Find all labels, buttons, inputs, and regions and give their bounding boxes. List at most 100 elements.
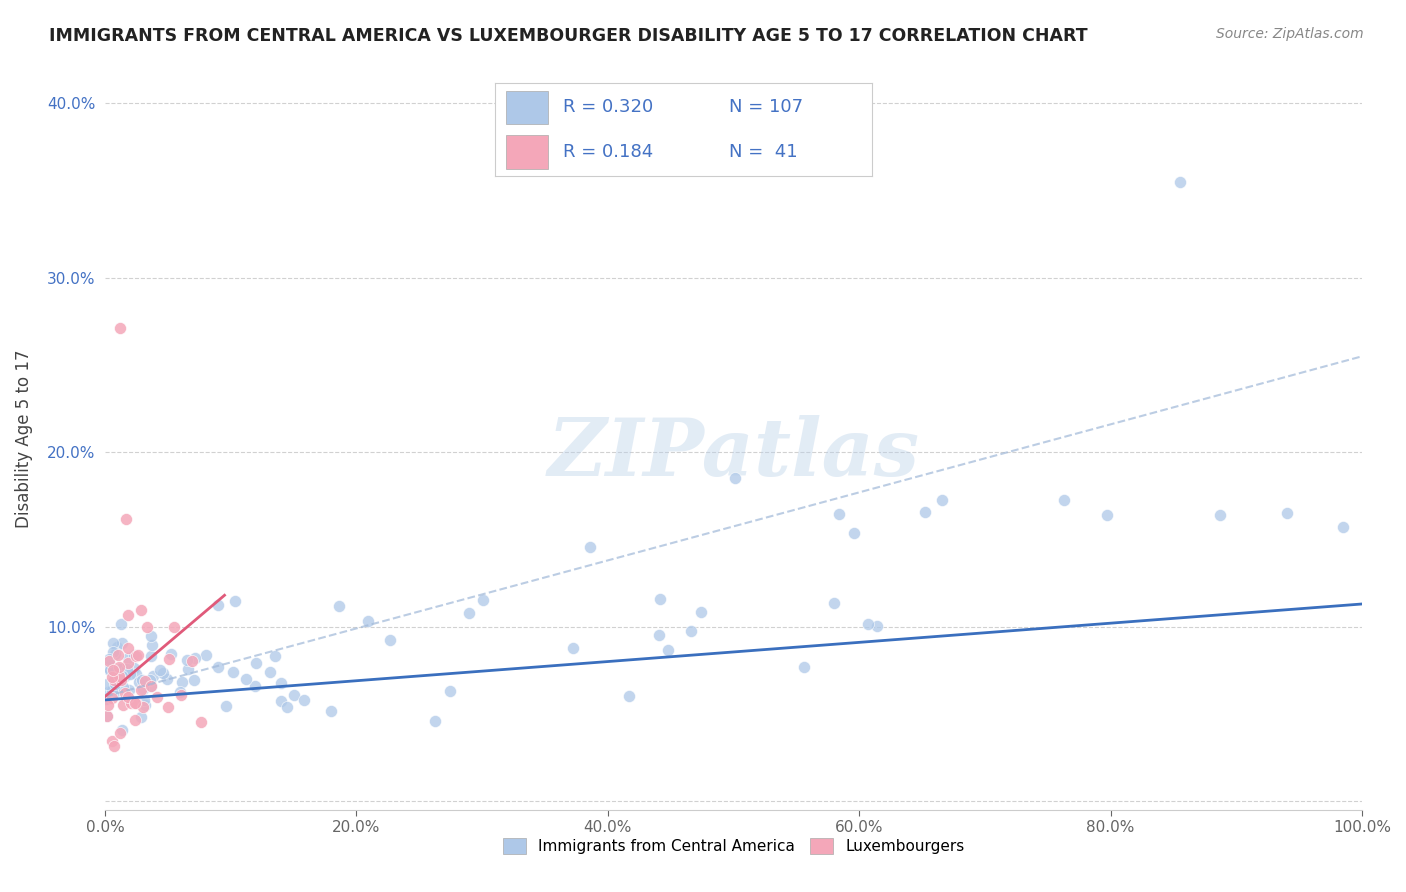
Point (125, 696, 148, 710)
Point (292, 692, 315, 706)
Point (97, 654, 120, 668)
Point (561, 641, 583, 656)
Point (104, 648, 127, 662)
Point (176, 653, 198, 667)
Point (101, 734, 124, 748)
Point (111, 723, 134, 738)
Point (259, 665, 281, 680)
Point (181, 654, 204, 668)
Point (657, 643, 679, 657)
Point (195, 648, 218, 662)
Point (235, 672, 257, 686)
Point (856, 617, 879, 632)
Point (139, 648, 162, 663)
Point (114, 669, 136, 683)
Point (471, 593, 494, 607)
Point (120, 696, 142, 710)
Point (224, 594, 246, 608)
Point (162, 620, 184, 634)
Point (135, 620, 157, 634)
Point (129, 682, 152, 697)
Point (117, 641, 139, 656)
Point (103, 739, 125, 753)
Point (617, 689, 640, 703)
Point (139, 629, 162, 643)
Point (114, 686, 136, 700)
Point (96, 661, 118, 675)
Point (96, 676, 118, 690)
Point (170, 688, 193, 702)
Point (107, 659, 129, 673)
Point (117, 651, 139, 665)
Point (263, 649, 285, 664)
Point (107, 648, 129, 663)
Point (122, 661, 145, 675)
Point (131, 681, 153, 696)
Point (914, 505, 936, 519)
Point (98, 657, 121, 672)
Point (103, 673, 125, 687)
Point (1331, 519, 1354, 533)
Point (157, 652, 180, 666)
Point (101, 636, 124, 650)
Point (328, 599, 350, 614)
Point (124, 713, 146, 727)
Point (828, 507, 851, 521)
Point (100, 670, 122, 684)
Point (647, 628, 669, 642)
Point (270, 675, 292, 690)
Point (724, 471, 747, 485)
Point (124, 696, 146, 710)
Point (222, 665, 245, 679)
Point (842, 525, 865, 540)
Point (125, 666, 148, 681)
Point (245, 656, 267, 670)
Point (134, 698, 156, 712)
Point (97, 685, 120, 699)
Point (1095, 508, 1118, 523)
Point (156, 699, 179, 714)
Point (111, 636, 134, 650)
Text: Source: ZipAtlas.com: Source: ZipAtlas.com (1216, 27, 1364, 41)
Point (425, 714, 447, 728)
Point (134, 674, 156, 689)
Point (283, 688, 305, 702)
Point (207, 598, 229, 612)
Point (124, 648, 146, 663)
Point (243, 679, 266, 693)
Point (578, 541, 600, 555)
Point (156, 673, 179, 687)
Point (458, 606, 481, 620)
Point (96, 709, 118, 723)
Point (117, 608, 139, 623)
Point (177, 662, 200, 676)
Point (190, 715, 212, 730)
Point (270, 693, 292, 707)
Point (681, 624, 703, 639)
Point (127, 648, 149, 663)
Point (380, 632, 402, 647)
Point (97, 662, 120, 676)
Point (149, 663, 172, 677)
Point (134, 693, 156, 707)
Point (142, 669, 165, 683)
Point (110, 673, 132, 688)
Point (169, 685, 191, 699)
Point (101, 644, 124, 658)
Point (103, 679, 125, 693)
Point (128, 675, 150, 690)
Point (105, 670, 128, 684)
Point (108, 668, 131, 682)
Point (104, 677, 127, 691)
Point (125, 648, 148, 663)
Point (207, 660, 229, 674)
Point (117, 656, 139, 670)
Point (689, 605, 711, 619)
Point (183, 673, 205, 687)
Point (98, 652, 121, 666)
Point (96, 708, 118, 723)
Point (118, 667, 141, 681)
Point (103, 686, 125, 700)
Point (1209, 508, 1232, 522)
Point (104, 670, 127, 684)
